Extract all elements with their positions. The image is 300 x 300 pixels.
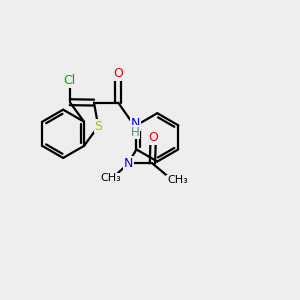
Text: CH₃: CH₃	[167, 176, 188, 185]
Text: Cl: Cl	[64, 74, 76, 87]
Text: S: S	[94, 120, 102, 133]
Text: O: O	[148, 131, 158, 144]
Text: O: O	[113, 67, 123, 80]
Text: N: N	[124, 157, 133, 170]
Text: CH₃: CH₃	[100, 173, 121, 183]
Text: N: N	[131, 117, 140, 130]
Text: H: H	[131, 126, 140, 139]
